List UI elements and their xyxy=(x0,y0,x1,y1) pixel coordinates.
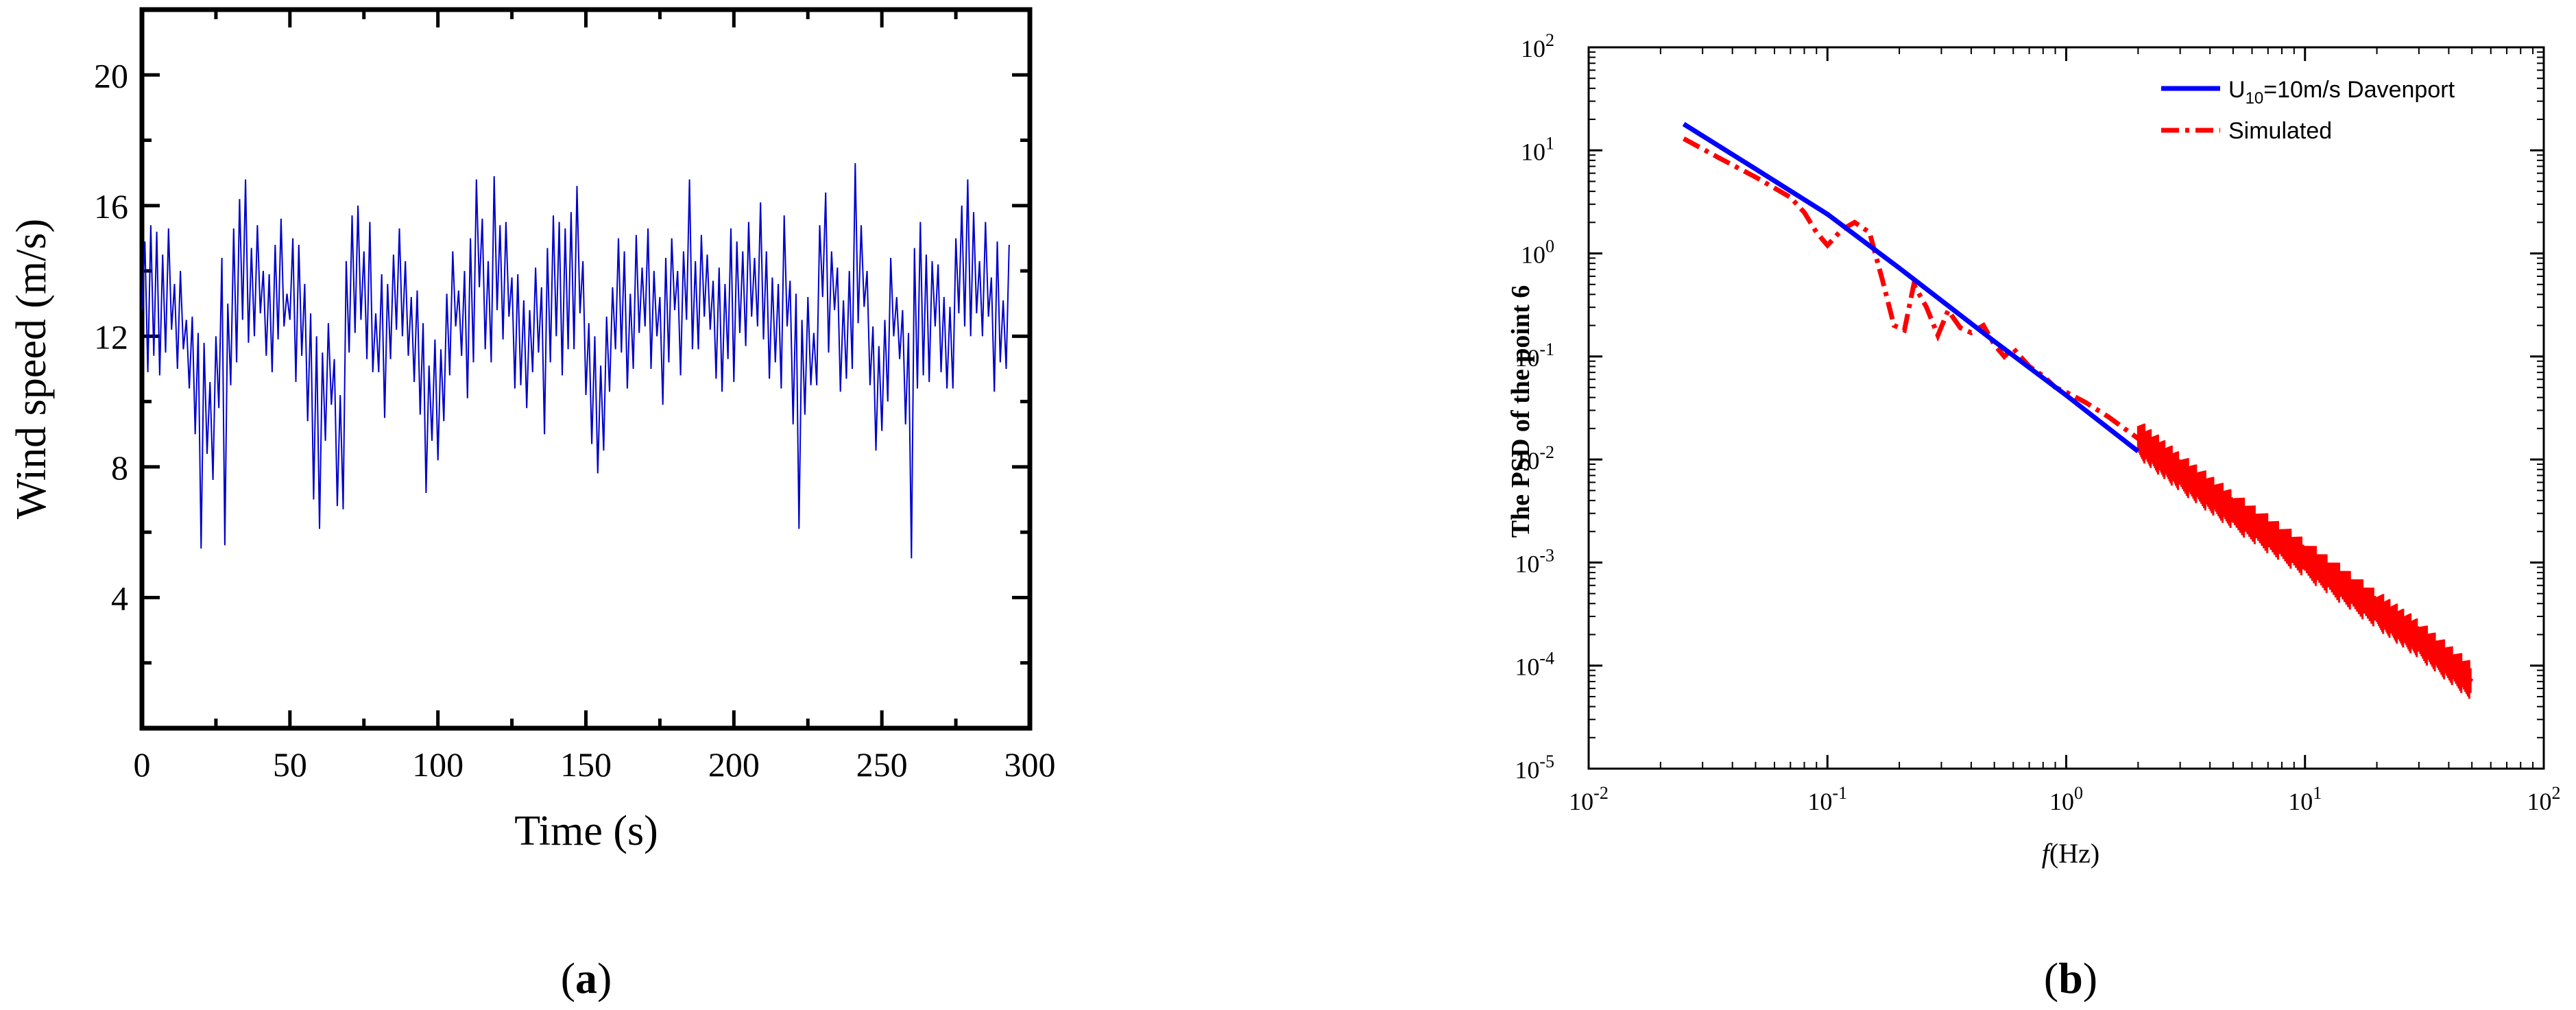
y-tick-label-b: 102 xyxy=(1521,30,1554,62)
x-tick-label-a: 300 xyxy=(1004,745,1056,784)
y-tick-label-a: 8 xyxy=(111,448,128,487)
y-tick-label-b: 10-5 xyxy=(1515,752,1554,784)
x-tick-label-b: 102 xyxy=(2527,783,2561,815)
panel-a: 4 8 12 16 20 0 50 100 150 200 250 300 Time (s) Win… xyxy=(8,7,1056,1002)
legend-label-davenport: U10=10m/s Davenport xyxy=(2228,77,2455,108)
x-tick-label-a: 100 xyxy=(412,745,464,784)
x-axis-title-b: f(Hz) xyxy=(2042,838,2099,869)
y-tick-label-b: 100 xyxy=(1521,237,1554,269)
y-tick-label-b: 10-2 xyxy=(1515,442,1554,474)
y-tick-labels-b: 10-5 10-4 10-3 10-2 10-1 100 101 102 xyxy=(1515,30,1554,784)
y-tick-labels-a: 4 8 12 16 20 xyxy=(94,56,128,617)
series-line-simulated xyxy=(1682,136,2474,684)
x-tick-label-b: 10-1 xyxy=(1807,783,1847,815)
y-axis-title-b: The PSD of the point 6 xyxy=(1506,285,1535,538)
legend-b: U10=10m/s Davenport Simulated xyxy=(2161,77,2455,144)
axis-ticks-a xyxy=(140,10,1032,728)
series-a xyxy=(141,163,1010,559)
x-tick-label-b: 10-2 xyxy=(1569,783,1609,815)
x-tick-label-a: 50 xyxy=(273,745,307,784)
x-tick-label-b: 101 xyxy=(2288,783,2322,815)
y-tick-label-a: 20 xyxy=(94,56,128,95)
x-tick-label-a: 200 xyxy=(708,745,760,784)
y-axis-title-a: Wind speed (m/s) xyxy=(8,219,55,519)
y-tick-label-a: 12 xyxy=(94,317,128,356)
panel-label-b: (b) xyxy=(2044,954,2097,1002)
series-line-davenport xyxy=(1682,121,2140,453)
x-tick-label-a: 150 xyxy=(560,745,612,784)
y-tick-label-a: 4 xyxy=(111,579,128,617)
y-tick-label-b: 10-1 xyxy=(1515,339,1554,372)
x-axis-title-a: Time (s) xyxy=(514,808,658,854)
y-tick-label-a: 16 xyxy=(94,187,128,226)
x-tick-labels-b: 10-2 10-1 100 101 102 xyxy=(1569,783,2560,815)
x-tick-label-a: 250 xyxy=(856,745,908,784)
panel-label-a: (a) xyxy=(561,954,612,1002)
axis-ticks-b xyxy=(1587,46,2545,770)
x-tick-label-b: 100 xyxy=(2049,783,2083,815)
x-tick-labels-a: 0 50 100 150 200 250 300 xyxy=(134,745,1056,784)
y-tick-label-b: 10-4 xyxy=(1515,649,1554,681)
x-tick-label-a: 0 xyxy=(134,745,151,784)
y-tick-label-b: 10-3 xyxy=(1515,545,1554,577)
y-tick-label-b: 101 xyxy=(1521,133,1554,165)
series-b xyxy=(1682,121,2474,699)
series-line-wind-speed xyxy=(141,163,1010,559)
legend-label-simulated: Simulated xyxy=(2228,118,2332,144)
